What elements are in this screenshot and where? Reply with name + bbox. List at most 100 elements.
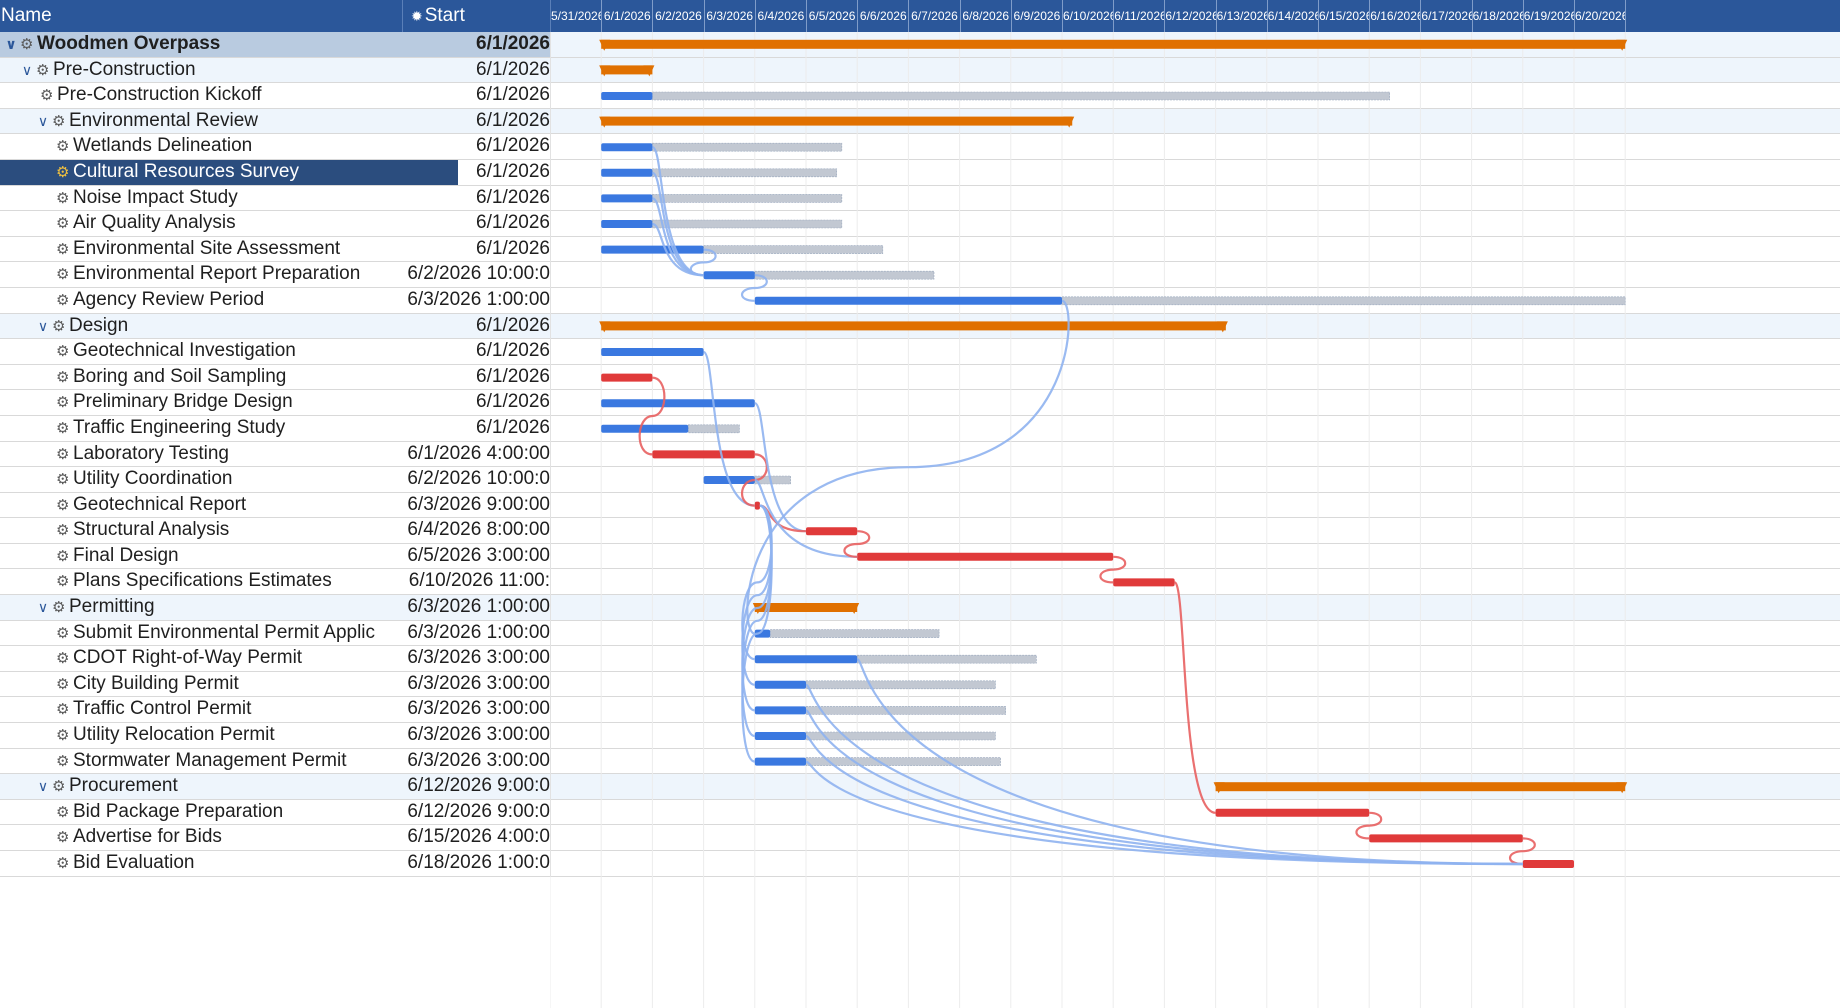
critical-task-bar[interactable] xyxy=(652,450,755,459)
summary-bar[interactable] xyxy=(1215,782,1626,792)
task-start-cell[interactable]: 6/1/2026 xyxy=(402,390,550,415)
task-name-cell[interactable]: ⚙ Laboratory Testing xyxy=(0,442,458,467)
task-start-cell[interactable]: 6/3/2026 1:00:00 xyxy=(402,288,550,313)
task-row[interactable]: ⚙ Geotechnical Investigation 6/1/2026 xyxy=(0,339,1840,365)
task-name-cell[interactable]: ⚙ Structural Analysis xyxy=(0,518,458,543)
task-name-cell[interactable]: ⚙ Final Design xyxy=(0,544,458,569)
task-bar[interactable] xyxy=(754,732,806,740)
task-bar[interactable] xyxy=(601,424,689,433)
task-name-cell[interactable]: ∨ ⚙ Permitting xyxy=(0,595,436,620)
task-row[interactable]: ⚙ Environmental Site Assessment 6/1/2026 xyxy=(0,236,1840,263)
critical-task-bar[interactable] xyxy=(806,527,858,536)
task-bar[interactable] xyxy=(601,245,704,254)
task-bar[interactable] xyxy=(754,757,806,766)
task-start-cell[interactable]: 6/12/2026 9:00:0 xyxy=(402,774,550,799)
task-start-cell[interactable]: 6/3/2026 3:00:00 xyxy=(402,749,550,774)
task-row[interactable]: ⚙ Submit Environmental Permit Applic 6/3/2… xyxy=(0,620,1840,647)
task-row[interactable]: ⚙ Preliminary Bridge Design 6/1/2026 xyxy=(0,390,1840,416)
task-name-cell[interactable]: ⚙ Air Quality Analysis xyxy=(0,211,458,236)
task-start-cell[interactable]: 6/1/2026 xyxy=(402,160,550,185)
task-bar[interactable] xyxy=(754,680,806,689)
task-bar[interactable] xyxy=(601,220,653,228)
task-bar[interactable] xyxy=(601,194,653,203)
task-start-cell[interactable]: 6/1/2026 xyxy=(402,211,550,236)
task-start-cell[interactable]: 6/1/2026 xyxy=(402,339,550,364)
task-start-cell[interactable]: 6/5/2026 3:00:00 xyxy=(402,544,550,569)
task-start-cell[interactable]: 6/15/2026 4:00:0 xyxy=(402,825,550,850)
task-start-cell[interactable]: 6/1/2026 xyxy=(402,83,550,108)
task-row[interactable]: ⚙ Traffic Control Permit 6/3/2026 3:00:00 xyxy=(0,697,1840,724)
task-start-cell[interactable]: 6/3/2026 1:00:00 xyxy=(402,595,550,620)
task-start-cell[interactable]: 6/1/2026 xyxy=(402,365,550,390)
summary-bar[interactable] xyxy=(754,603,858,612)
task-row[interactable]: ⚙ Cultural Resources Survey 6/1/2026 xyxy=(0,159,1840,186)
task-row[interactable]: ⚙ Stormwater Management Permit 6/3/2026 3:… xyxy=(0,748,1840,775)
critical-task-bar[interactable] xyxy=(857,552,1114,561)
task-row[interactable]: ⚙ Traffic Engineering Study 6/1/2026 xyxy=(0,415,1840,442)
chevron-down-icon[interactable]: ∨ xyxy=(37,112,49,129)
task-name-cell[interactable]: ⚙ Plans Specifications Estimates xyxy=(0,569,458,594)
task-row[interactable]: ⚙ Noise Impact Study 6/1/2026 xyxy=(0,185,1840,212)
task-row[interactable]: ⚙ Final Design 6/5/2026 3:00:00 xyxy=(0,543,1840,570)
task-name-cell[interactable]: ∨ ⚙ Environmental Review xyxy=(0,108,436,134)
task-bar[interactable] xyxy=(601,399,755,408)
task-bar[interactable] xyxy=(754,706,806,715)
chevron-down-icon[interactable]: ∨ xyxy=(37,778,49,795)
task-name-cell[interactable]: ⚙ Submit Environmental Permit Applic xyxy=(0,621,458,646)
task-name-cell[interactable]: ∨ ⚙ Design xyxy=(0,313,436,339)
task-row[interactable]: ⚙ Pre-Construction Kickoff 6/1/2026 xyxy=(0,83,1840,109)
summary-bar[interactable] xyxy=(601,321,1226,331)
task-name-cell[interactable]: ∨ ⚙ Pre-Construction xyxy=(0,57,420,83)
task-row[interactable]: ⚙ Environmental Report Preparation 6/2/202… xyxy=(0,262,1840,288)
task-name-cell[interactable]: ⚙ Preliminary Bridge Design xyxy=(0,390,458,415)
task-start-cell[interactable]: 6/3/2026 3:00:00 xyxy=(402,697,550,722)
task-bar[interactable] xyxy=(754,629,771,638)
task-start-cell[interactable]: 6/4/2026 8:00:00 xyxy=(402,518,550,543)
task-start-cell[interactable]: 6/18/2026 1:00:0 xyxy=(402,851,550,876)
task-name-cell[interactable]: ⚙ Bid Package Preparation xyxy=(0,800,458,825)
task-start-cell[interactable]: 6/1/2026 xyxy=(402,57,550,83)
column-header-start[interactable]: ✹ Start xyxy=(402,0,550,32)
task-bar[interactable] xyxy=(754,655,858,664)
task-start-cell[interactable]: 6/2/2026 10:00:0 xyxy=(402,467,550,492)
task-row[interactable]: ⚙ Plans Specifications Estimates 6/10/2026… xyxy=(0,569,1840,596)
task-name-cell[interactable]: ⚙ Bid Evaluation xyxy=(0,851,458,876)
task-row[interactable]: ⚙ Advertise for Bids 6/15/2026 4:00:0 xyxy=(0,825,1840,851)
task-name-cell[interactable]: ⚙ Noise Impact Study xyxy=(0,186,458,211)
task-start-cell[interactable]: 6/12/2026 9:00:0 xyxy=(402,800,550,825)
task-bar[interactable] xyxy=(703,271,755,280)
task-name-cell[interactable]: ⚙ Utility Coordination xyxy=(0,467,458,492)
task-name-cell[interactable]: ∨ ⚙ Procurement xyxy=(0,774,436,799)
task-name-cell[interactable]: ⚙ Environmental Site Assessment xyxy=(0,237,458,262)
summary-row[interactable]: ∨ ⚙ Permitting 6/3/2026 1:00:00 xyxy=(0,595,1840,621)
task-row[interactable]: ⚙ Air Quality Analysis 6/1/2026 xyxy=(0,211,1840,237)
task-name-cell[interactable]: ⚙ Geotechnical Report xyxy=(0,493,458,518)
task-bar[interactable] xyxy=(601,143,653,152)
task-start-cell[interactable]: 6/1/2026 4:00:00 xyxy=(402,442,550,467)
critical-task-bar[interactable] xyxy=(601,373,653,382)
task-row[interactable]: ⚙ CDOT Right-of-Way Permit 6/3/2026 3:00:0… xyxy=(0,646,1840,672)
task-name-cell[interactable]: ⚙ Pre-Construction Kickoff xyxy=(0,83,442,108)
task-start-cell[interactable]: 6/10/2026 11:00: xyxy=(402,569,550,594)
pin-icon[interactable]: ✹ xyxy=(411,8,423,24)
task-start-cell[interactable]: 6/1/2026 xyxy=(402,108,550,134)
task-name-cell[interactable]: ∨ ⚙ Woodmen Overpass xyxy=(0,32,404,57)
task-row[interactable]: ⚙ Bid Package Preparation 6/12/2026 9:00:0 xyxy=(0,799,1840,826)
task-start-cell[interactable]: 6/3/2026 3:00:00 xyxy=(402,723,550,748)
task-start-cell[interactable]: 6/1/2026 xyxy=(402,186,550,211)
task-name-cell[interactable]: ⚙ Traffic Engineering Study xyxy=(0,416,458,441)
critical-task-bar[interactable] xyxy=(1113,578,1175,587)
critical-task-bar[interactable] xyxy=(754,501,760,510)
critical-task-bar[interactable] xyxy=(1522,860,1574,868)
task-name-cell[interactable]: ⚙ Agency Review Period xyxy=(0,288,458,313)
column-header-name[interactable]: Name xyxy=(0,0,402,32)
critical-task-bar[interactable] xyxy=(1369,834,1523,843)
task-start-cell[interactable]: 6/1/2026 xyxy=(402,313,550,339)
chevron-down-icon[interactable]: ∨ xyxy=(21,61,33,78)
task-start-cell[interactable]: 6/3/2026 3:00:00 xyxy=(402,646,550,671)
task-bar[interactable] xyxy=(601,168,653,177)
task-name-cell[interactable]: ⚙ CDOT Right-of-Way Permit xyxy=(0,646,458,671)
task-row[interactable]: ⚙ Agency Review Period 6/3/2026 1:00:00 xyxy=(0,287,1840,314)
task-name-cell[interactable]: ⚙ Wetlands Delineation xyxy=(0,134,458,159)
chevron-down-icon[interactable]: ∨ xyxy=(37,599,49,616)
